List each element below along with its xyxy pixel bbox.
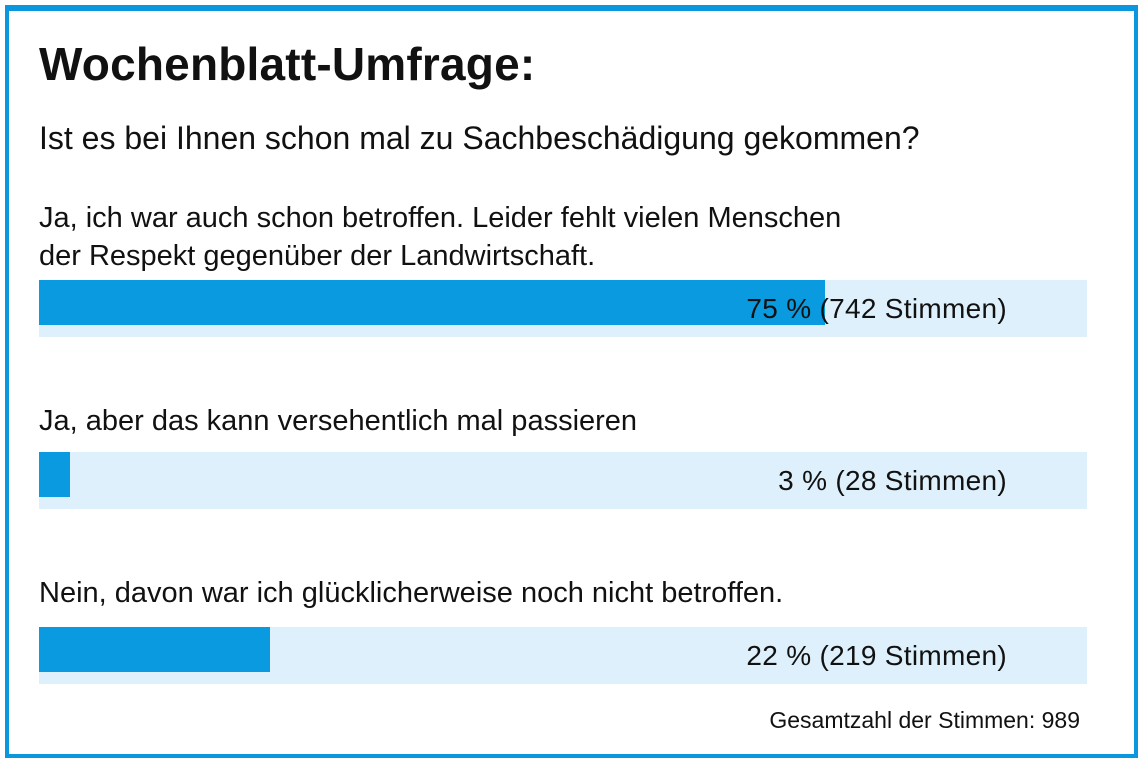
poll-option-1: Ja, ich war auch schon betroffen. Leider… xyxy=(39,199,1087,337)
total-votes: Gesamtzahl der Stimmen: 989 xyxy=(769,707,1080,733)
option-label-3: Nein, davon war ich glücklicherweise noc… xyxy=(39,577,784,609)
option-label-2: Ja, aber das kann versehentlich mal pass… xyxy=(39,405,638,437)
option-label-1: Ja, ich war auch schon betroffen. Leider… xyxy=(39,202,842,272)
chart-title: Wochenblatt-Umfrage: xyxy=(39,38,536,90)
poll-question: Ist es bei Ihnen schon mal zu Sachbeschä… xyxy=(39,120,920,156)
bar-2 xyxy=(39,452,71,497)
poll-option-3: Nein, davon war ich glücklicherweise noc… xyxy=(39,574,1087,684)
bar-track-2: 3 % (28 Stimmen) xyxy=(39,452,1087,509)
bar-1 xyxy=(39,280,825,325)
bar-track-1: 75 % (742 Stimmen) xyxy=(39,280,1087,337)
bar-value-label-2: 3 % (28 Stimmen) xyxy=(778,465,1007,496)
poll-option-2: Ja, aber das kann versehentlich mal pass… xyxy=(39,402,1087,509)
poll-frame: Wochenblatt-Umfrage: Ist es bei Ihnen sc… xyxy=(5,5,1138,758)
bar-value-label-1: 75 % (742 Stimmen) xyxy=(746,293,1007,324)
bar-track-3: 22 % (219 Stimmen) xyxy=(39,627,1087,684)
bar-value-label-3: 22 % (219 Stimmen) xyxy=(746,640,1007,671)
bar-3 xyxy=(39,627,270,672)
